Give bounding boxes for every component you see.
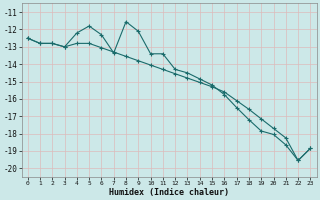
- X-axis label: Humidex (Indice chaleur): Humidex (Indice chaleur): [109, 188, 229, 197]
